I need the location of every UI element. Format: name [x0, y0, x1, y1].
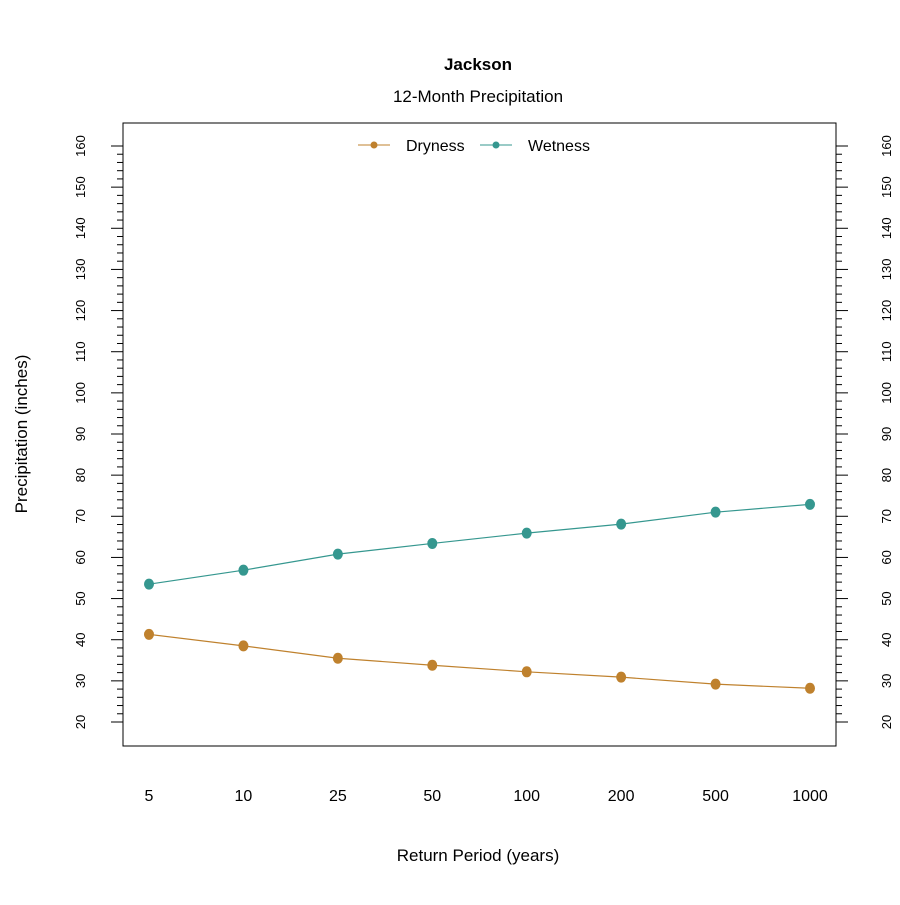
- legend-wetness-label: Wetness: [528, 138, 590, 155]
- y-tick-label-right: 80: [879, 468, 894, 482]
- point-dryness: [521, 666, 532, 678]
- series-layer: [144, 498, 815, 694]
- y-tick-label-left: 50: [73, 591, 88, 605]
- x-axis-label: Return Period (years): [397, 846, 560, 865]
- y-tick-label-left: 100: [73, 382, 88, 404]
- point-wetness: [144, 578, 154, 590]
- axes: 20 20 30 30 40 40 50 50 60 60 70 70 80 80 90 90 100 100 11…: [73, 135, 894, 805]
- point-dryness: [427, 659, 438, 671]
- chart-subtitle: 12-Month Precipitation: [393, 87, 563, 106]
- y-tick-label-left: 160: [73, 135, 88, 157]
- y-tick-label-right: 160: [879, 135, 894, 157]
- point-dryness: [616, 671, 627, 683]
- y-tick-label-left: 30: [73, 674, 88, 688]
- y-tick-label-left: 70: [73, 509, 88, 523]
- y-tick-label-left: 150: [73, 176, 88, 198]
- point-dryness: [805, 682, 815, 694]
- point-wetness: [616, 518, 627, 530]
- point-dryness: [332, 652, 343, 664]
- y-tick-label-left: 110: [73, 341, 88, 362]
- y-tick-label-right: 20: [879, 715, 894, 729]
- y-tick-label-right: 30: [879, 674, 894, 688]
- y-tick-label-left: 140: [73, 217, 88, 239]
- y-tick-label-right: 110: [879, 341, 894, 362]
- y-tick-label-left: 60: [73, 550, 88, 564]
- series-line-wetness: [148, 503, 811, 585]
- y-tick-label-right: 60: [879, 550, 894, 564]
- point-wetness: [805, 498, 815, 510]
- point-wetness: [427, 537, 438, 549]
- y-tick-label-left: 80: [73, 468, 88, 482]
- plot-frame: [122, 122, 837, 747]
- point-wetness: [521, 527, 532, 539]
- x-tick-label: 100: [513, 788, 540, 805]
- x-tick-label: 1000: [792, 788, 828, 805]
- y-tick-label-right: 50: [879, 591, 894, 605]
- y-tick-label-right: 130: [879, 259, 894, 281]
- y-tick-label-right: 40: [879, 632, 894, 646]
- x-tick-label: 10: [235, 788, 253, 805]
- y-tick-label-right: 120: [879, 300, 894, 322]
- y-tick-label-left: 90: [73, 427, 88, 441]
- chart-title: Jackson: [444, 55, 512, 74]
- y-tick-label-right: 140: [879, 217, 894, 239]
- x-tick-label: 500: [702, 788, 729, 805]
- legend: Dryness Wetness: [358, 138, 590, 155]
- y-tick-label-right: 90: [879, 427, 894, 441]
- point-dryness: [144, 628, 154, 640]
- point-dryness: [238, 640, 249, 652]
- x-tick-label: 200: [608, 788, 635, 805]
- point-dryness: [710, 678, 721, 690]
- x-tick-label: 25: [329, 788, 347, 805]
- series-line-dryness: [148, 633, 811, 689]
- x-tick-label: 50: [423, 788, 441, 805]
- legend-dryness-marker: [370, 141, 378, 149]
- y-axis-label: Precipitation (inches): [12, 355, 31, 514]
- point-wetness: [238, 564, 249, 576]
- y-tick-label-right: 70: [879, 509, 894, 523]
- y-tick-label-left: 40: [73, 632, 88, 646]
- point-wetness: [332, 548, 343, 560]
- y-tick-label-left: 20: [73, 715, 88, 729]
- y-tick-label-left: 120: [73, 300, 88, 322]
- y-tick-label-left: 130: [73, 259, 88, 281]
- y-tick-label-right: 150: [879, 176, 894, 198]
- point-wetness: [710, 506, 721, 518]
- x-tick-label: 5: [145, 788, 154, 805]
- y-tick-label-right: 100: [879, 382, 894, 404]
- legend-wetness-marker: [492, 141, 500, 149]
- legend-dryness-label: Dryness: [406, 138, 465, 155]
